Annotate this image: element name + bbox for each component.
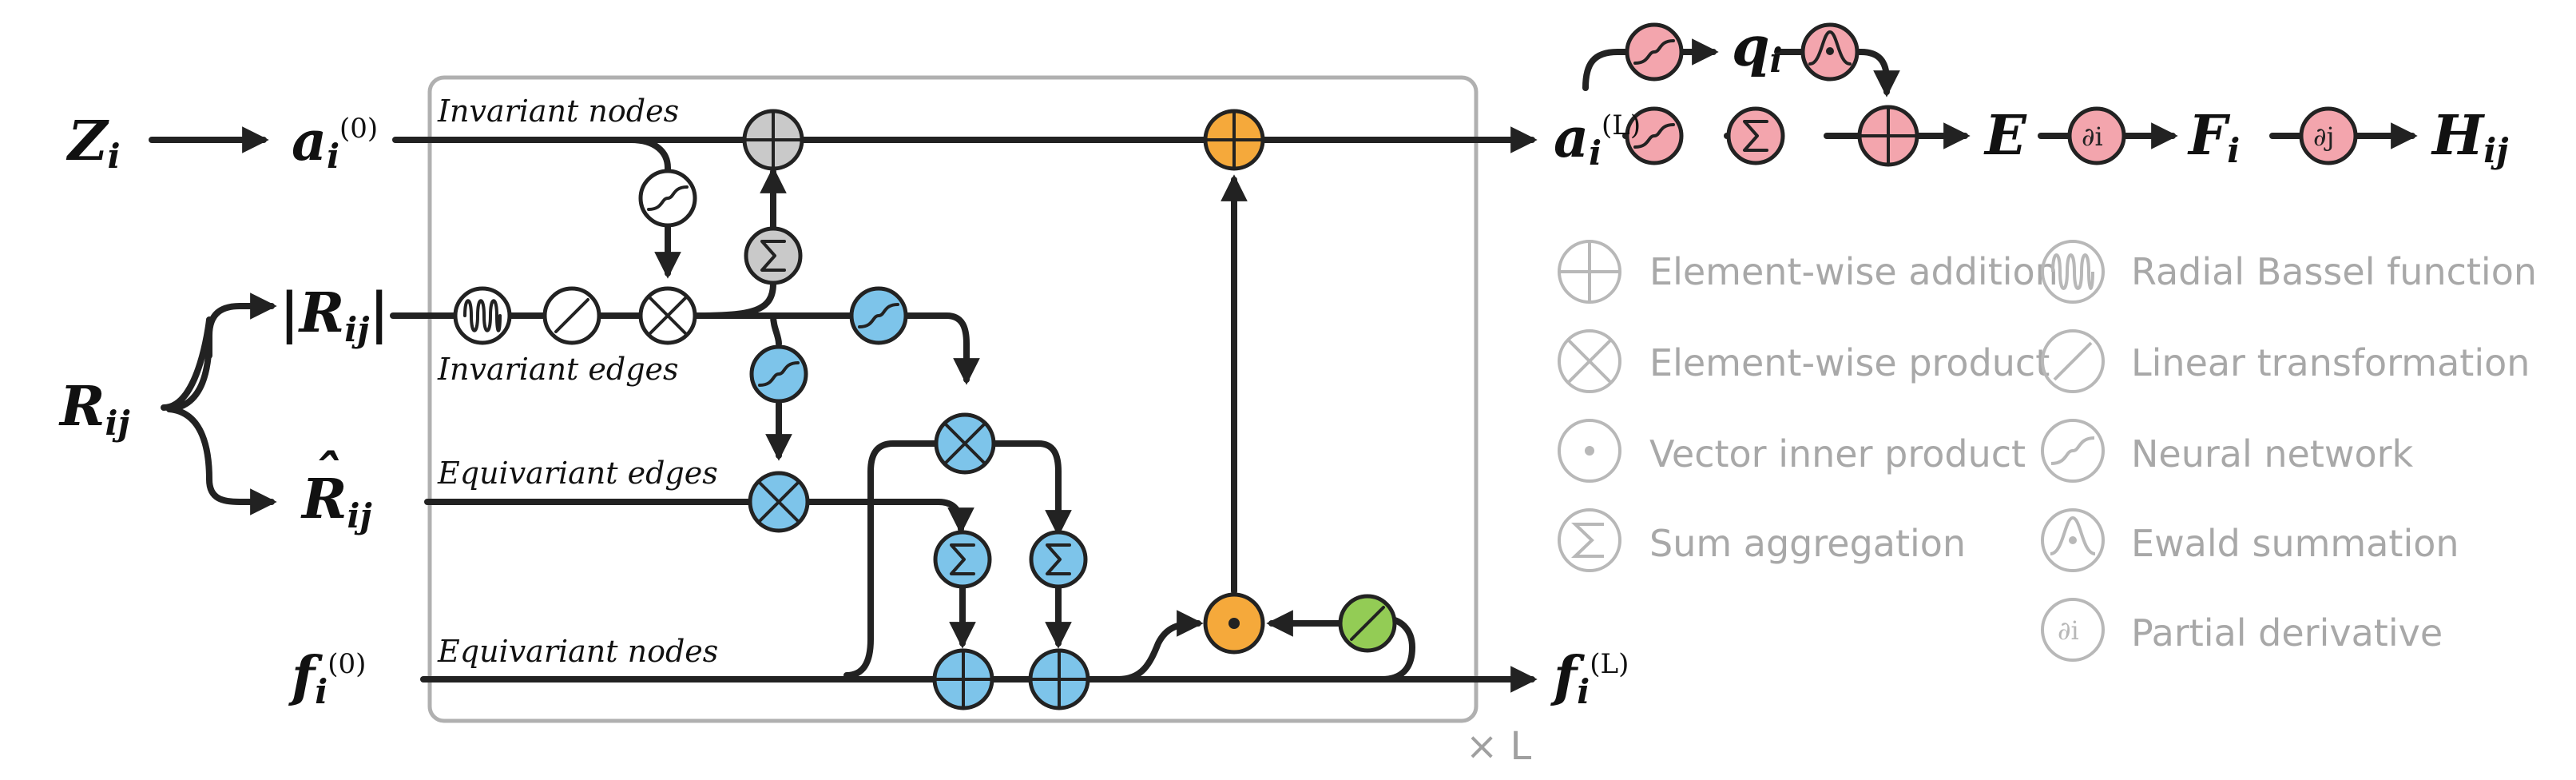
invariant-sum-node <box>744 226 803 285</box>
equivariant-edge-product-node <box>748 471 810 533</box>
math-labels: Zi ai(0) Rij |Rij| Rij ˆ fi(0) ai(L) fi(… <box>58 15 2508 711</box>
edge-network-node-left <box>749 344 808 404</box>
label-f-0: fi(0) <box>288 645 366 711</box>
partial-i-label: ∂i <box>2082 121 2103 152</box>
charge-network-node <box>1625 22 1684 82</box>
connection-lines <box>149 38 2418 693</box>
label-r-ij: Rij <box>58 375 130 443</box>
label-hessian: Hij <box>2431 104 2508 170</box>
legend-label: Element-wise addition <box>1649 250 2058 293</box>
partial-circle-icon: ∂i <box>2041 598 2105 662</box>
stream-label-equivariant-nodes: Equivariant nodes <box>437 634 718 669</box>
slash-circle-icon <box>2041 329 2105 393</box>
node-network-node <box>638 169 697 228</box>
sigma-circle-icon <box>1558 508 1621 572</box>
partial-icon-glyph: ∂i <box>2058 615 2079 646</box>
energy-network-node <box>1625 106 1684 165</box>
stream-label-invariant-edges: Invariant edges <box>437 352 679 387</box>
label-q-i: qi <box>1732 15 1783 80</box>
hessian-derivative-node: ∂j <box>2299 106 2358 165</box>
linear-node <box>542 286 601 345</box>
label-r-hat: Rij <box>300 468 372 535</box>
invariant-addition-node <box>742 109 804 171</box>
energy-addition-node <box>1857 105 1919 167</box>
label-a-L: ai(L) <box>1554 106 1641 173</box>
legend-label: Ewald summation <box>2131 522 2459 565</box>
plus-circle-icon <box>1558 240 1621 304</box>
label-z-i: Zi <box>65 109 121 176</box>
times-circle-icon <box>1558 329 1621 393</box>
equivariant-product-top-node <box>934 412 996 475</box>
bump-circle-icon <box>2041 508 2105 572</box>
invariant-update-addition-node <box>1203 109 1265 171</box>
repeat-label: × L <box>1466 724 1531 769</box>
equivariant-linear-node <box>1338 594 1397 653</box>
label-a-0: ai(0) <box>292 109 378 176</box>
equivariant-sum-node-left <box>933 530 992 589</box>
equivariant-addition-node-right <box>1028 648 1090 710</box>
stream-label-equivariant-edges: Equivariant edges <box>437 456 718 491</box>
stream-label-invariant-nodes: Invariant nodes <box>437 94 679 129</box>
label-r-hat-accent: ˆ <box>313 444 340 507</box>
label-energy: E <box>1983 104 2027 168</box>
legend-label: Sum aggregation <box>1649 522 1966 565</box>
edge-network-node-right <box>849 286 908 345</box>
ewald-summation-node <box>1800 22 1860 82</box>
label-r-norm: |Rij| <box>280 281 389 349</box>
sigmoid-circle-icon <box>2041 419 2105 483</box>
legend-label: Radial Bassel function <box>2131 250 2537 293</box>
inner-product-node <box>1203 592 1265 655</box>
interaction-block-frame <box>427 75 1479 723</box>
radial-bessel-node <box>453 286 512 345</box>
legend-label: Vector inner product <box>1649 432 2026 476</box>
equivariant-addition-node-left <box>932 648 994 710</box>
equivariant-sum-node-right <box>1029 530 1088 589</box>
wave-circle-icon <box>2041 240 2105 304</box>
label-force: Fi <box>2187 104 2240 170</box>
force-derivative-node: ∂i <box>2067 106 2126 165</box>
legend: Element-wise addition Element-wise produ… <box>1558 240 2537 662</box>
legend-label: Partial derivative <box>2131 611 2443 655</box>
edge-product-node <box>638 286 697 345</box>
legend-label: Linear transformation <box>2131 341 2530 384</box>
legend-label: Neural network <box>2131 432 2414 476</box>
partial-j-label: ∂j <box>2313 121 2334 152</box>
label-f-L: fi(L) <box>1550 645 1629 711</box>
legend-label: Element-wise product <box>1649 341 2050 384</box>
dot-circle-icon <box>1558 419 1621 483</box>
energy-sum-node <box>1726 106 1785 165</box>
